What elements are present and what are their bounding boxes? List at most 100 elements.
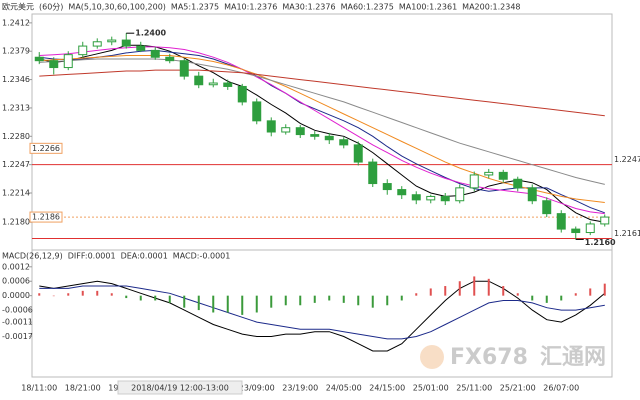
macd-bar xyxy=(183,295,186,308)
watermark-text: 汇通网 xyxy=(540,345,606,370)
macd-bar xyxy=(96,290,99,296)
macd-line xyxy=(39,280,606,352)
macd-bar xyxy=(487,278,490,296)
candle-body xyxy=(353,144,363,163)
macd-bar xyxy=(313,295,316,303)
candle-body xyxy=(585,223,595,234)
macd-bar xyxy=(342,295,345,303)
x-tick-label: 24/05:00 xyxy=(326,384,362,393)
ma-line xyxy=(39,58,605,185)
legend-entry: MA100:1.2361 xyxy=(399,3,457,12)
macd-bar xyxy=(531,295,534,301)
candle-body xyxy=(92,41,102,47)
legend-entry: MA60:1.2375 xyxy=(341,3,394,12)
macd-bar xyxy=(603,283,606,296)
legend-entry: MA10:1.2376 xyxy=(224,3,277,12)
candle-body xyxy=(426,195,436,201)
ma-line xyxy=(39,55,605,203)
legend-entry: MA(5,10,30,60,100,200) xyxy=(68,3,166,12)
legend-entry: (60分) xyxy=(39,3,63,12)
legend-entry: MACD(26,12,9) xyxy=(2,252,63,261)
macd-bar xyxy=(241,295,244,315)
x-tick-label: 23/19:00 xyxy=(282,384,318,393)
macd-bar xyxy=(589,288,592,296)
macd-bar xyxy=(502,286,505,296)
price-label-box xyxy=(29,142,63,154)
macd-bar xyxy=(328,295,331,301)
macd-bar xyxy=(357,295,360,306)
macd-bar xyxy=(400,295,403,301)
watermark-text: FX678 xyxy=(450,345,528,370)
y-tick-label: -0.0006 xyxy=(2,306,33,315)
ma-line xyxy=(39,69,605,117)
candle-body xyxy=(223,82,233,87)
x-tick-label: 18/11:00 xyxy=(21,384,57,393)
y-tick-label: 1.2313 xyxy=(2,103,30,112)
price-label: 1.2266 xyxy=(32,144,60,153)
candle-body xyxy=(136,45,146,51)
candle-body xyxy=(397,189,407,196)
x-tick-label: 25/01:00 xyxy=(413,384,449,393)
macd-bar xyxy=(67,293,70,296)
candle-body xyxy=(498,171,508,180)
macd-bar xyxy=(81,290,84,296)
candle-body xyxy=(266,120,276,133)
macd-bar xyxy=(110,293,113,296)
price-label-box xyxy=(29,211,63,223)
macd-bar xyxy=(270,295,273,308)
y-tick-label: 0.0012 xyxy=(2,262,30,271)
y-tick-label: 0.0006 xyxy=(2,277,30,286)
candle-body xyxy=(542,200,552,215)
reference-label: 1.2247 xyxy=(614,155,640,164)
candle-body xyxy=(455,187,465,202)
candle-body xyxy=(194,75,204,86)
candle-body xyxy=(556,213,566,230)
macd-bar xyxy=(545,295,548,303)
candle-body xyxy=(179,60,189,77)
legend-entry: DEA:0.0001 xyxy=(121,252,168,261)
reference-label: 1.2161 xyxy=(614,229,640,238)
candle-body xyxy=(339,139,349,146)
candle-body xyxy=(78,45,88,56)
macd-bar xyxy=(125,295,128,299)
macd-bar xyxy=(212,295,215,313)
candle-body xyxy=(513,178,523,189)
x-tick-label: 25/11:00 xyxy=(456,384,492,393)
x-tick-label: 25/21:00 xyxy=(500,384,536,393)
macd-bar xyxy=(226,295,229,313)
candle-body xyxy=(49,60,59,69)
candle-body xyxy=(295,127,305,136)
candle-body xyxy=(571,228,581,234)
annotation: 1.2160 xyxy=(585,238,616,247)
candle-body xyxy=(121,39,131,47)
candle-body xyxy=(527,187,537,202)
watermark-logo xyxy=(420,345,444,369)
annotation: 1.2400 xyxy=(135,29,166,38)
y-tick-label: 1.2412 xyxy=(2,18,30,27)
candle-body xyxy=(150,49,160,58)
candle-body xyxy=(368,161,378,185)
legend-entry: DIFF:0.0001 xyxy=(68,252,116,261)
y-tick-label: -0.0017 xyxy=(2,332,33,341)
macd-bar xyxy=(429,288,432,296)
macd-bar xyxy=(473,276,476,296)
macd-bar xyxy=(386,295,389,306)
ma-line xyxy=(39,44,605,223)
x-tick-label: 26/07:00 xyxy=(543,384,579,393)
y-tick-label: 1.2180 xyxy=(2,218,30,227)
legend-entry: MA200:1.2348 xyxy=(462,3,520,12)
candle-body xyxy=(208,82,218,86)
macd-bar xyxy=(516,293,519,296)
candle-body xyxy=(34,56,44,62)
macd-bar xyxy=(139,295,142,301)
legend-entry: 欧元美元 xyxy=(2,2,34,12)
macd-line xyxy=(39,285,605,340)
candle-body xyxy=(281,127,291,133)
candle-body xyxy=(600,216,610,225)
candle-body xyxy=(165,56,175,62)
macd-bar xyxy=(444,286,447,296)
candle-body xyxy=(469,174,479,189)
legend-entry: MA30:1.2376 xyxy=(282,3,335,12)
